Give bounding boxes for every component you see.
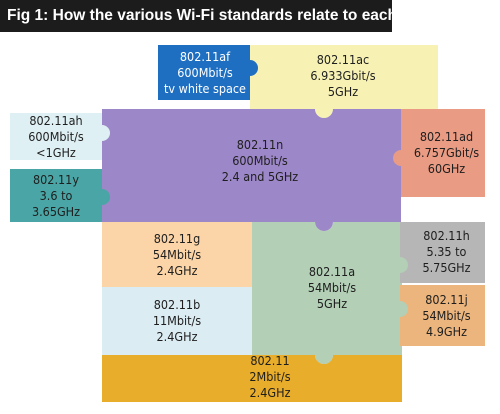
band-80211b: 2.4GHz: [156, 329, 198, 344]
piece-80211: [102, 355, 402, 402]
piece-80211j: [400, 285, 485, 346]
name-80211a: 802.11a: [308, 264, 356, 279]
speed-80211y: 3.6 to: [39, 187, 73, 203]
name-80211n: 802.11n: [236, 137, 284, 152]
name-80211af: 802.11af: [179, 48, 231, 64]
name-80211ad: 802.11ad: [419, 129, 474, 144]
separator: [10, 161, 102, 169]
speed-80211n: 600Mbit/s: [232, 153, 288, 168]
label-80211g: 802.11g 54Mbit/s 2.4GHz: [102, 226, 252, 284]
speed-80211ah: 600Mbit/s: [28, 128, 84, 144]
figure-title: Fig 1: How the various Wi-Fi standards r…: [0, 0, 440, 32]
label-80211b: 802.11b 11Mbit/s 2.4GHz: [102, 291, 252, 351]
band-80211ah: <1GHz: [36, 144, 76, 160]
band-80211ad: 60GHz: [427, 161, 466, 176]
label-80211af: 802.11af 600Mbit/s tv white space: [158, 45, 252, 100]
piece-80211af: [158, 45, 260, 100]
name-80211b: 802.11b: [153, 297, 201, 312]
band-80211: 2.4GHz: [249, 385, 291, 400]
name-80211h: 802.11h: [423, 228, 470, 243]
name-80211g: 802.11g: [153, 231, 201, 246]
label-80211h: 802.11h 5.35 to 5.75GHz: [408, 224, 485, 280]
speed-80211b: 11Mbit/s: [152, 313, 202, 328]
piece-80211ah: [10, 113, 112, 160]
label-80211ad: 802.11ad 6.757Gbit/s 60GHz: [408, 125, 485, 181]
label-80211j: 802.11j 54Mbit/s 4.9GHz: [408, 288, 485, 344]
band-80211af: tv white space: [164, 80, 246, 96]
label-80211: 802.11 2Mbit/s 2.4GHz: [160, 352, 380, 402]
speed-80211h: 5.35 to: [426, 244, 467, 259]
name-80211ac: 802.11ac: [316, 52, 370, 67]
speed-80211ac: 6.933Gbit/s: [310, 68, 376, 83]
speed-80211ad: 6.757Gbit/s: [413, 145, 480, 160]
speed-80211: 2Mbit/s: [249, 369, 291, 384]
piece-80211ad: [392, 109, 485, 197]
name-80211j: 802.11j: [425, 292, 468, 307]
label-80211ac: 802.11ac 6.933Gbit/s 5GHz: [258, 48, 428, 104]
band-80211j: 4.9GHz: [426, 324, 467, 339]
piece-80211y: [10, 169, 112, 222]
piece-80211n: [102, 109, 401, 231]
label-80211a: 802.11a 54Mbit/s 5GHz: [262, 257, 402, 319]
speed-80211j: 54Mbit/s: [422, 308, 471, 323]
band-80211a: 5GHz: [316, 296, 348, 311]
label-80211ah: 802.11ah 600Mbit/s <1GHz: [10, 113, 102, 160]
speed-80211af: 600Mbit/s: [177, 64, 233, 80]
band-80211h: 5.75GHz: [422, 260, 471, 275]
piece-80211b: [102, 287, 252, 355]
band-80211g: 2.4GHz: [156, 263, 198, 278]
name-80211: 802.11: [250, 353, 290, 368]
piece-80211g: [102, 222, 252, 287]
speed-80211a: 54Mbit/s: [307, 280, 357, 295]
band-80211n: 2.4 and 5GHz: [221, 169, 299, 184]
speed-80211g: 54Mbit/s: [152, 247, 202, 262]
name-80211y: 802.11y: [33, 171, 79, 187]
piece-80211a: [252, 222, 410, 364]
label-80211n: 802.11n 600Mbit/s 2.4 and 5GHz: [160, 130, 360, 192]
band-80211ac: 5GHz: [327, 84, 359, 99]
label-80211y: 802.11y 3.6 to 3.65GHz: [10, 169, 102, 222]
name-80211ah: 802.11ah: [29, 112, 83, 128]
piece-80211h: [400, 222, 485, 283]
band-80211y: 3.65GHz: [31, 203, 81, 219]
piece-80211ac: [250, 45, 438, 118]
